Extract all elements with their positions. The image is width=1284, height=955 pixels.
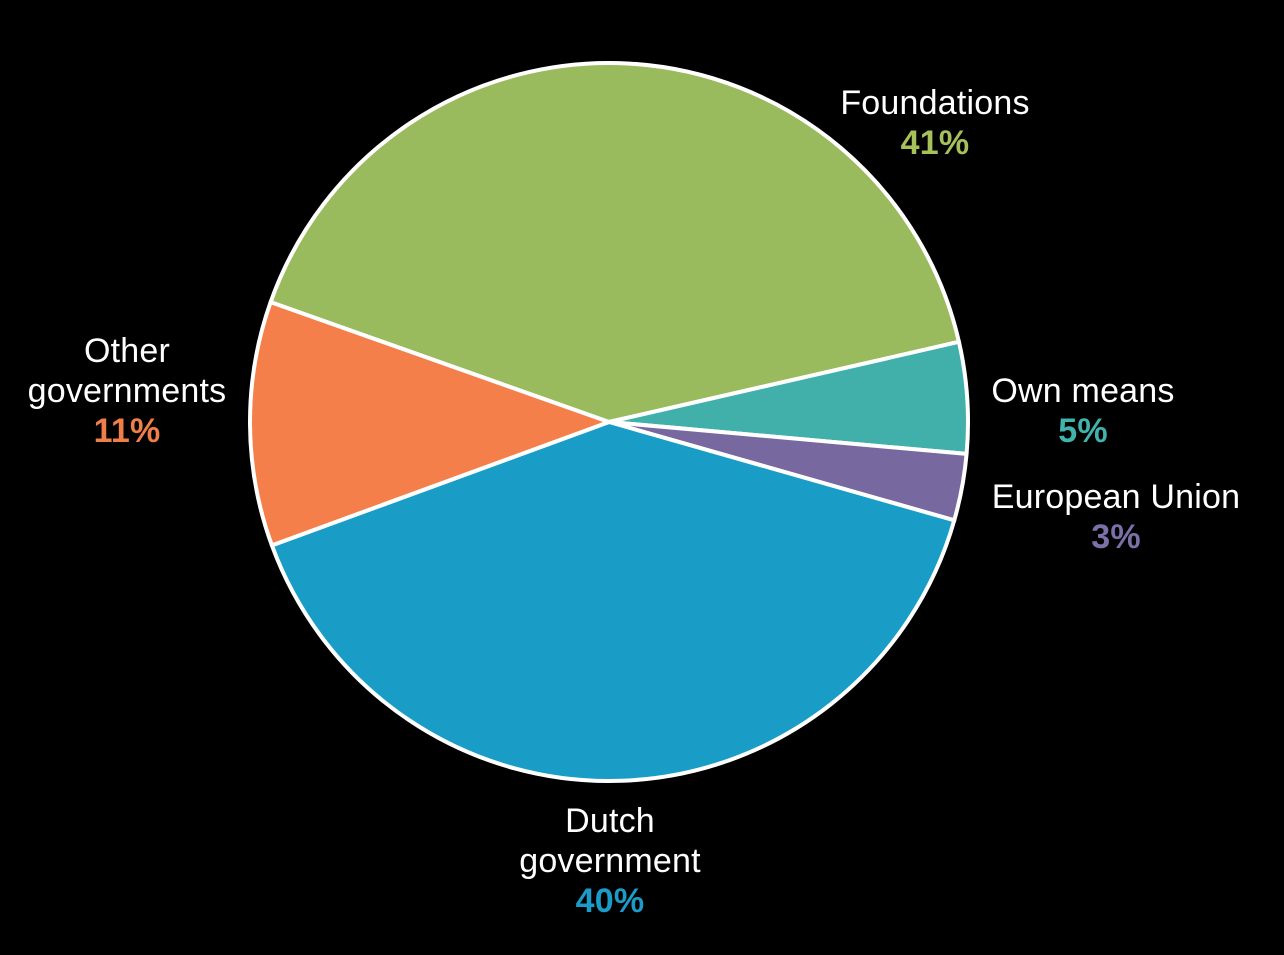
- slice-pct-text: 40%: [575, 882, 645, 920]
- pie-slice-dutch-government: [269, 420, 957, 783]
- slice-name-text: Foundations: [840, 84, 1030, 122]
- slice-label-foundations: Foundations 41%: [785, 83, 1085, 163]
- slice-name-text: European Union: [991, 478, 1241, 516]
- slice-label-european-union: European Union 3%: [956, 477, 1276, 557]
- slice-name-text: Other governments: [27, 332, 227, 410]
- slice-label-own-means: Own means 5%: [933, 371, 1233, 451]
- pie-slice-foundations: [268, 61, 961, 424]
- slice-pct-text: 3%: [1091, 518, 1141, 556]
- slice-name-text: Own means: [991, 372, 1175, 410]
- slice-label-other-governments: Other governments 11%: [7, 331, 247, 451]
- slice-pct-text: 41%: [900, 124, 970, 162]
- slice-pct-text: 5%: [1058, 412, 1108, 450]
- pie-slice-other-governments: [248, 300, 611, 548]
- slice-label-dutch-government: Dutch government 40%: [500, 801, 720, 921]
- slice-pct-text: 11%: [93, 412, 161, 450]
- slice-name-text: Dutch government: [519, 802, 701, 880]
